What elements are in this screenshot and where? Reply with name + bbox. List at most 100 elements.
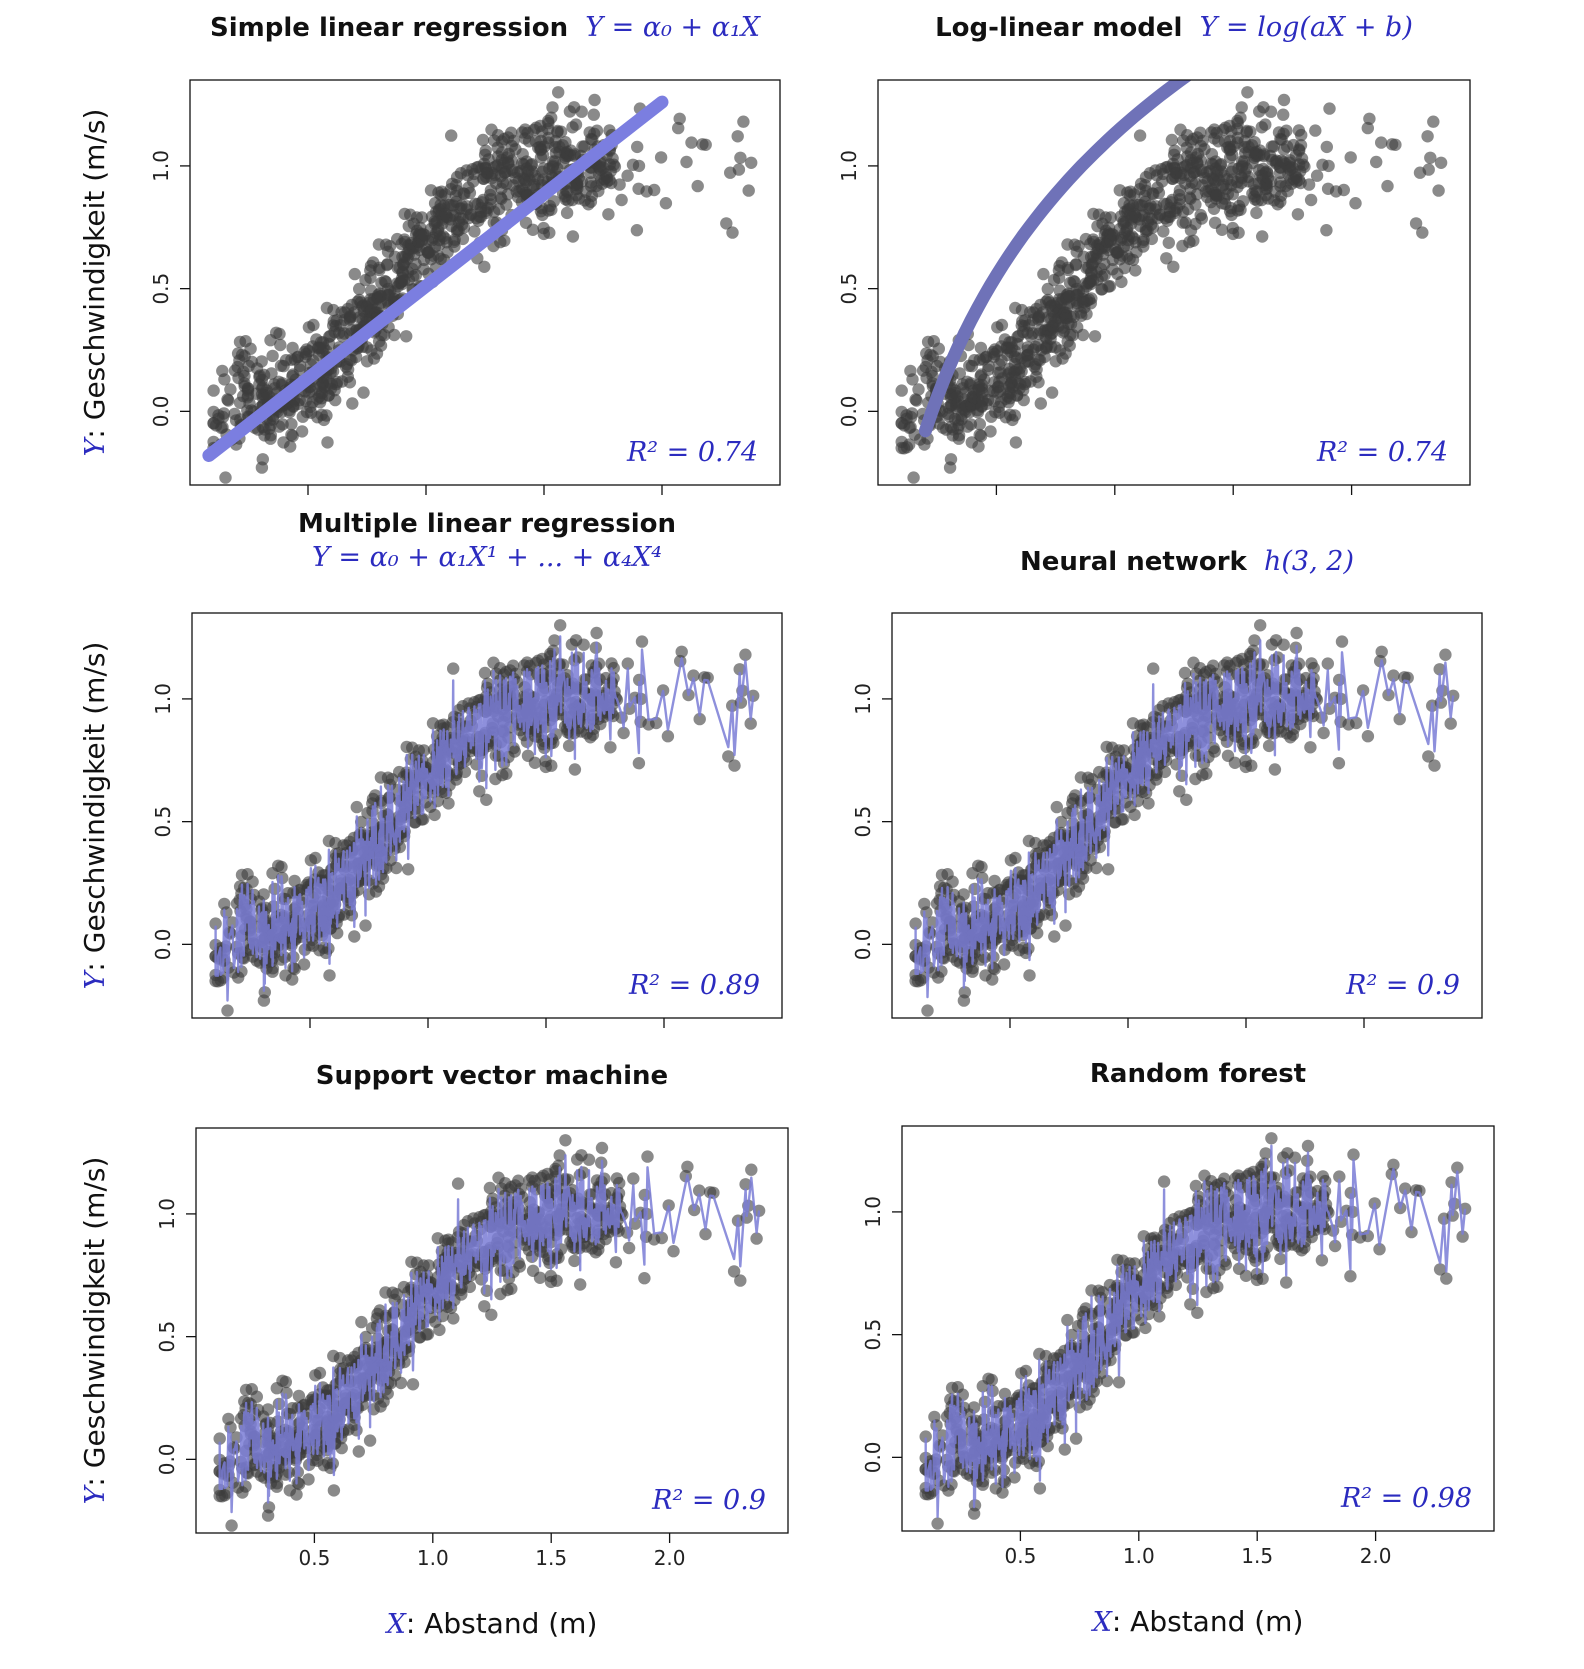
data-point <box>1085 292 1098 305</box>
data-point <box>984 425 997 438</box>
data-point <box>1232 226 1245 239</box>
data-point <box>1076 328 1090 342</box>
data-point <box>1264 105 1278 118</box>
data-point <box>217 407 231 420</box>
data-point <box>1262 739 1276 753</box>
data-point <box>290 1488 303 1501</box>
data-point <box>484 193 497 206</box>
y-tick-label: 1.0 <box>851 683 875 715</box>
data-point <box>931 1517 944 1530</box>
data-point <box>1180 793 1193 806</box>
data-point <box>545 759 558 772</box>
data-point <box>905 407 919 420</box>
data-point <box>1304 193 1318 207</box>
data-point <box>355 1315 368 1329</box>
data-point <box>1173 193 1187 206</box>
data-point <box>895 384 908 397</box>
data-point <box>912 383 925 396</box>
data-point <box>1133 129 1147 142</box>
data-point <box>498 234 511 247</box>
data-point <box>400 330 413 343</box>
data-point <box>447 1312 460 1325</box>
data-point <box>732 163 746 176</box>
data-point <box>627 1172 640 1185</box>
y-axis-label: Y: Geschwindigkeit (m/s) <box>78 642 111 990</box>
data-point <box>364 271 377 284</box>
data-point <box>1157 225 1170 238</box>
data-point <box>554 125 568 138</box>
data-point <box>463 186 477 200</box>
data-point <box>390 861 403 875</box>
data-point <box>320 409 333 422</box>
data-point <box>250 1390 263 1403</box>
r2-label: R² = 0.74 <box>626 437 758 468</box>
data-point <box>1277 108 1290 121</box>
data-point <box>508 745 521 758</box>
data-point <box>238 369 251 383</box>
data-point <box>463 1280 476 1294</box>
data-point <box>635 635 649 648</box>
data-point <box>613 178 626 191</box>
data-point <box>352 1445 365 1458</box>
data-point <box>1200 767 1213 780</box>
data-point <box>1145 232 1159 246</box>
data-point <box>1310 169 1324 182</box>
data-point <box>307 318 320 332</box>
data-point <box>1427 115 1440 128</box>
y-axis-label: Y: Geschwindigkeit (m/s) <box>78 109 111 457</box>
data-point <box>1335 635 1349 648</box>
data-point <box>286 341 299 355</box>
data-point <box>910 394 923 407</box>
fit-line <box>202 95 669 463</box>
data-point <box>1187 234 1200 247</box>
data-point <box>926 369 939 383</box>
data-point <box>1152 186 1166 200</box>
y-axis-label: Y: Geschwindigkeit (m/s) <box>78 1157 111 1505</box>
data-point <box>575 105 588 118</box>
data-point <box>1432 184 1445 197</box>
data-point <box>1291 208 1305 221</box>
panel-2: Log-linear model Y = log(aX + b)0.00.51.… <box>837 12 1471 495</box>
data-point <box>1304 741 1317 754</box>
data-point <box>295 425 309 438</box>
data-point <box>1434 156 1448 169</box>
data-point <box>672 121 685 135</box>
data-point <box>1050 800 1064 814</box>
data-point <box>331 926 344 940</box>
data-point <box>687 669 700 682</box>
data-point <box>417 744 431 757</box>
data-point <box>547 195 560 208</box>
data-point <box>575 175 588 188</box>
data-point <box>909 917 922 930</box>
data-point <box>974 341 988 355</box>
data-point <box>1295 128 1308 142</box>
data-point <box>559 1134 572 1147</box>
data-point <box>1277 638 1290 651</box>
data-point <box>1063 339 1076 352</box>
data-point <box>1034 397 1048 410</box>
data-point <box>680 155 693 169</box>
data-point <box>1363 112 1376 126</box>
data-point <box>548 634 561 647</box>
data-point <box>566 230 580 243</box>
data-point <box>978 373 991 386</box>
data-point <box>1265 175 1278 188</box>
data-point <box>1208 745 1221 758</box>
data-point <box>329 393 342 407</box>
data-point <box>293 359 307 373</box>
data-point <box>974 429 988 443</box>
data-point <box>218 373 231 386</box>
panel-title: Log-linear model Y = log(aX + b) <box>935 12 1413 43</box>
panel-4: Neural network h(3, 2)0.00.51.0R² = 0.9 <box>851 546 1483 1028</box>
data-point <box>667 1245 680 1258</box>
data-point <box>335 1441 348 1455</box>
data-point <box>226 916 239 929</box>
data-point <box>286 429 299 443</box>
data-point <box>1245 759 1258 772</box>
data-point <box>302 1473 315 1486</box>
data-point <box>722 750 735 763</box>
data-point <box>266 349 279 363</box>
data-point <box>739 648 752 661</box>
data-point <box>244 342 257 355</box>
